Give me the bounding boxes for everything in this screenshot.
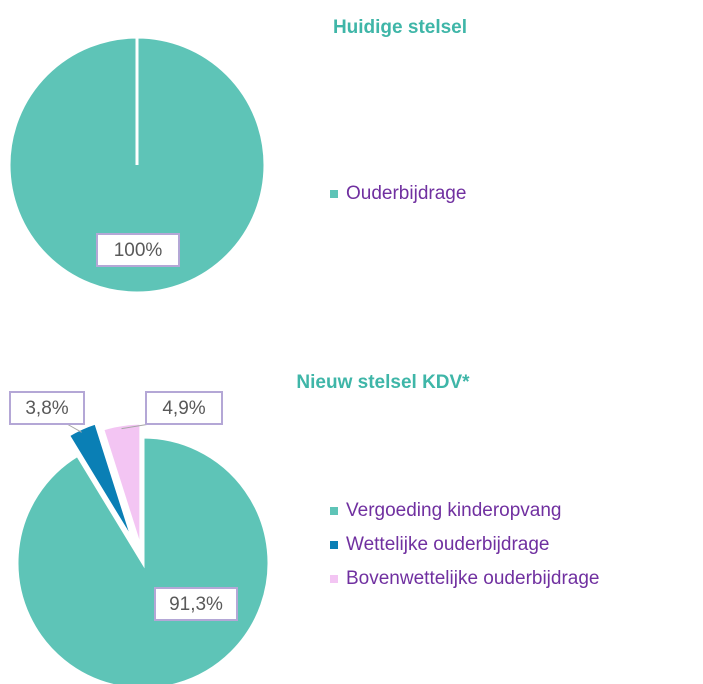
legend-label: Wettelijke ouderbijdrage [346,534,550,555]
legend-swatch [330,541,338,549]
pie-slice [7,35,267,295]
data-label: 100% [114,240,163,261]
label-box [96,233,180,267]
chart-title: Huidige stelsel [333,17,467,38]
data-label: 4,9% [162,398,205,419]
label-box [9,391,85,425]
label-box [145,391,223,425]
pie-slice [15,435,271,684]
legend-swatch [330,575,338,583]
legend-swatch [330,507,338,515]
chart-title: Nieuw stelsel KDV* [296,372,470,393]
legend-swatch [330,190,338,198]
label-box [154,587,238,621]
data-label: 3,8% [25,398,68,419]
legend-label: Bovenwettelijke ouderbijdrage [346,568,600,589]
legend-label: Ouderbijdrage [346,183,466,204]
pie-slice [66,421,136,544]
leader-line [66,423,82,433]
legend-label: Vergoeding kinderopvang [346,500,562,521]
pie-slice [100,421,143,550]
data-label: 91,3% [169,594,223,615]
